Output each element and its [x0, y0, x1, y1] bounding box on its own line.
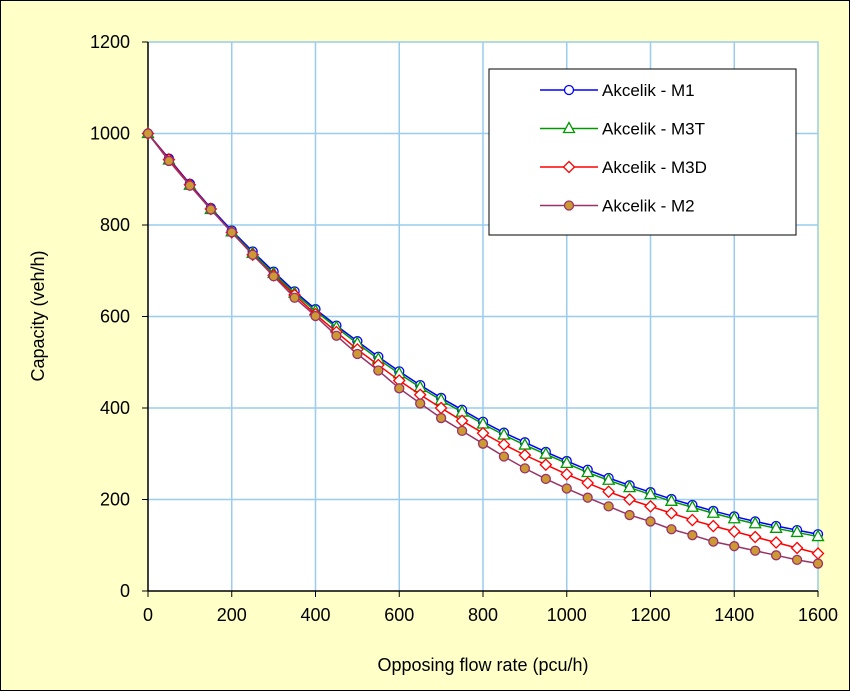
- data-point-circle: [226, 227, 237, 238]
- data-point-circle: [184, 180, 196, 191]
- x-tick-label: 0: [143, 605, 153, 625]
- data-point-triangle: [664, 493, 679, 506]
- data-point-circle: [142, 128, 154, 139]
- data-point-circle: [729, 541, 740, 552]
- legend-box: [488, 68, 797, 236]
- data-point-circle: [563, 84, 575, 96]
- data-point-triangle: [748, 516, 762, 529]
- data-point-circle: [456, 425, 468, 437]
- data-point-circle: [603, 501, 614, 512]
- data-point-diamond: [560, 467, 574, 481]
- y-tick-label: 1200: [90, 32, 130, 52]
- x-tick-label: 600: [384, 605, 414, 625]
- data-point-circle: [563, 200, 575, 211]
- y-tick-label: 1000: [90, 124, 130, 144]
- x-tick-label: 1000: [547, 605, 587, 625]
- x-tick-label: 1400: [714, 605, 754, 625]
- data-point-circle: [247, 249, 258, 260]
- data-point-triangle: [581, 465, 595, 478]
- data-point-triangle: [643, 487, 658, 500]
- data-point-circle: [394, 383, 405, 394]
- data-point-circle: [750, 545, 761, 556]
- data-point-circle: [645, 516, 656, 527]
- data-point-diamond: [539, 458, 553, 472]
- data-point-diamond: [562, 160, 576, 174]
- y-tick-label: 800: [100, 215, 130, 235]
- legend-item-akcelik-m3d: Akcelik - M3D: [540, 158, 707, 177]
- data-point-triangle: [811, 529, 825, 542]
- data-point-circle: [331, 330, 342, 341]
- data-point-triangle: [560, 456, 574, 469]
- data-point-diamond: [665, 506, 678, 520]
- legend-label: Akcelik - M3D: [602, 158, 707, 177]
- x-axis-title: Opposing flow rate (pcu/h): [377, 655, 588, 675]
- data-point-circle: [310, 310, 321, 322]
- y-tick-label: 600: [100, 307, 130, 327]
- data-point-circle: [708, 536, 719, 547]
- data-point-diamond: [497, 438, 511, 452]
- legend-item-akcelik-m1: Akcelik - M1: [540, 81, 695, 100]
- x-tick-label: 1200: [630, 605, 670, 625]
- data-point-diamond: [518, 448, 532, 462]
- data-point-diamond: [769, 536, 783, 549]
- data-point-circle: [205, 204, 216, 215]
- data-point-triangle: [727, 511, 741, 524]
- data-point-triangle: [602, 472, 616, 485]
- legend-label: Akcelik - M1: [602, 81, 695, 100]
- data-point-circle: [289, 292, 300, 303]
- series-akcelik-m2: [142, 128, 824, 569]
- data-point-circle: [624, 509, 635, 521]
- x-tick-label: 1600: [798, 605, 838, 625]
- data-point-triangle: [539, 446, 553, 459]
- data-point-circle: [770, 550, 782, 561]
- data-point-triangle: [685, 499, 699, 512]
- data-point-diamond: [727, 525, 741, 538]
- x-tick-label: 400: [300, 605, 330, 625]
- data-point-diamond: [748, 530, 762, 544]
- data-point-circle: [582, 492, 593, 503]
- data-point-diamond: [602, 485, 616, 499]
- legend-item-akcelik-m3t: Akcelik - M3T: [540, 120, 705, 139]
- data-point-diamond: [790, 541, 804, 555]
- data-point-circle: [415, 398, 426, 409]
- legend-label: Akcelik - M3T: [602, 120, 705, 139]
- data-point-triangle: [790, 525, 804, 538]
- data-point-circle: [812, 558, 824, 569]
- data-point-circle: [540, 473, 551, 485]
- data-point-circle: [268, 271, 279, 282]
- x-tick-label: 200: [217, 605, 247, 625]
- data-point-circle: [435, 412, 447, 424]
- data-point-circle: [498, 451, 510, 462]
- data-point-diamond: [644, 499, 657, 513]
- data-point-circle: [666, 524, 677, 535]
- data-point-triangle: [769, 520, 783, 533]
- data-point-circle: [687, 530, 698, 541]
- y-tick-label: 400: [100, 398, 130, 418]
- data-point-circle: [352, 348, 363, 360]
- legend: Akcelik - M1 Akcelik - M3T Akcelik - M3D Ak…: [488, 68, 797, 236]
- data-point-diamond: [581, 476, 595, 490]
- y-tick-label: 0: [120, 581, 130, 601]
- y-tick-labels: 0 200 400 600 800 1000 1200: [90, 32, 148, 601]
- x-tick-label: 800: [468, 605, 498, 625]
- data-point-triangle: [706, 505, 720, 518]
- y-tick-label: 200: [100, 490, 130, 510]
- data-point-diamond: [623, 493, 636, 506]
- data-point-triangle: [622, 480, 637, 493]
- legend-item-akcelik-m2: Akcelik - M2: [540, 197, 695, 216]
- data-point-circle: [791, 554, 803, 566]
- legend-label: Akcelik - M2: [602, 197, 695, 216]
- data-point-circle: [519, 463, 531, 474]
- data-point-diamond: [685, 513, 699, 527]
- data-point-circle: [561, 483, 572, 494]
- y-axis-title: Capacity (veh/h): [28, 250, 48, 381]
- data-point-diamond: [706, 519, 720, 533]
- data-point-circle: [163, 155, 175, 167]
- series-layer: [141, 126, 825, 569]
- data-point-circle: [373, 365, 384, 376]
- data-point-circle: [477, 438, 489, 449]
- data-point-triangle: [562, 121, 576, 134]
- x-tick-labels: 0 200 400 600 800 1000 1200 1400 1600: [143, 591, 838, 625]
